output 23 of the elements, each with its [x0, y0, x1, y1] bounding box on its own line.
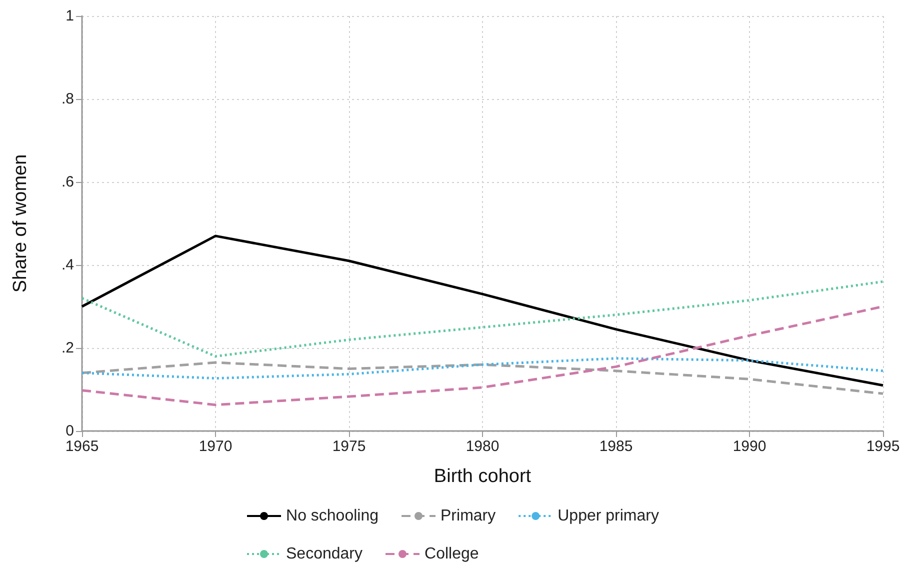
- x-tick-label: 1985: [599, 438, 633, 455]
- y-tick-label: .8: [61, 90, 74, 108]
- y-tick-label: .4: [61, 256, 74, 274]
- x-tick-label: 1990: [732, 438, 766, 455]
- legend-label: Secondary: [286, 546, 363, 562]
- y-tick-label: 1: [66, 8, 74, 24]
- y-tick-label: 0: [66, 422, 74, 440]
- x-tick-label: 1965: [65, 438, 99, 455]
- x-axis-title: Birth cohort: [434, 466, 532, 487]
- x-tick-label: 1980: [466, 438, 500, 455]
- x-tick-label: 1995: [866, 438, 900, 455]
- line-series: [80, 234, 884, 387]
- line-series: [80, 357, 884, 380]
- y-tick-label: .6: [61, 174, 74, 190]
- y-tick-label: .2: [61, 340, 74, 356]
- x-tick-label: 1975: [332, 438, 366, 455]
- legend-label: Upper primary: [558, 508, 659, 524]
- x-tick-label: 1970: [198, 438, 232, 455]
- legend-label: No schooling: [286, 508, 379, 524]
- y-axis-title: Share of women: [10, 154, 31, 293]
- line-series: [80, 280, 884, 358]
- legend-label: College: [424, 546, 479, 562]
- legend-label: Primary: [440, 508, 496, 524]
